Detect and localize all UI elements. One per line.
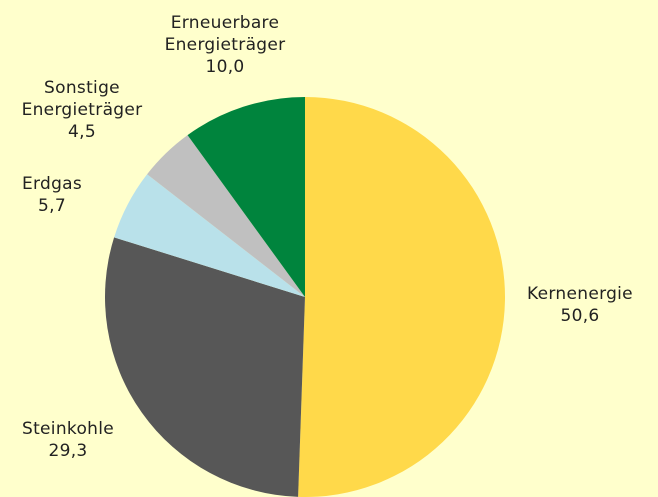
category-label: Steinkohle [21, 419, 115, 439]
category-label: Erdgas [21, 174, 83, 194]
slice-label: Steinkohle 29,3 [22, 418, 114, 462]
slice-label: Erdgas 5,7 [22, 173, 82, 217]
pie-slice [298, 97, 505, 497]
pie-slice [187, 97, 305, 297]
category-label: Erneuerbare Energieträger [164, 13, 286, 55]
pie-slice [114, 174, 305, 297]
value-label: 4,5 [68, 122, 96, 142]
pie-slice [147, 135, 305, 297]
value-label: 10,0 [205, 57, 245, 77]
value-label: 29,3 [48, 441, 88, 461]
slice-label: Sonstige Energieträger 4,5 [22, 77, 143, 143]
value-label: 50,6 [560, 306, 600, 326]
category-label: Sonstige Energieträger [21, 78, 143, 120]
pie-slice [104, 237, 305, 497]
value-label: 5,7 [38, 196, 66, 216]
category-label: Kernenergie [527, 284, 633, 304]
slice-label: Kernenergie 50,6 [527, 283, 633, 327]
slice-label: Erneuerbare Energieträger 10,0 [165, 12, 286, 78]
